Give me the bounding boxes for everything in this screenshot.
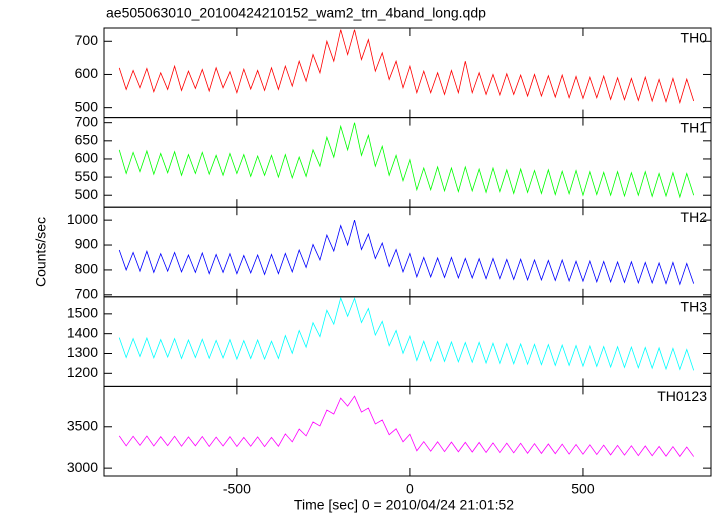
x-tick-label: -500	[223, 481, 251, 497]
panel-label: TH0	[681, 30, 708, 46]
y-tick-label: 800	[75, 261, 99, 277]
panel-frame	[103, 117, 712, 208]
panel-label: TH3	[681, 299, 708, 315]
panel-frame	[103, 206, 712, 298]
panel	[118, 220, 695, 286]
y-tick-label: 700	[75, 113, 99, 129]
x-tick-label: 0	[406, 481, 414, 497]
panel	[118, 122, 695, 199]
y-tick-label: 500	[75, 186, 99, 202]
x-tick-label: 500	[571, 481, 595, 497]
light-curve	[118, 296, 695, 371]
light-curve	[118, 122, 695, 199]
y-tick-label: 1400	[67, 324, 98, 340]
panel-label: TH2	[681, 209, 708, 225]
y-tick-label: 500	[75, 98, 99, 114]
y-tick-label: 700	[75, 32, 99, 48]
light-curve	[118, 29, 695, 105]
panel-label: TH1	[681, 119, 708, 135]
y-tick-label: 900	[75, 236, 99, 252]
light-curve	[118, 220, 695, 286]
x-axis-label: Time [sec] 0 = 2010/04/24 21:01:52	[294, 497, 514, 513]
y-tick-label: 1200	[67, 364, 98, 380]
y-tick-label: 700	[75, 286, 99, 302]
y-tick-label: 650	[75, 132, 99, 148]
y-tick-label: 3000	[67, 459, 98, 475]
y-axis-label: Counts/sec	[33, 217, 49, 287]
y-tick-label: 600	[75, 150, 99, 166]
panel	[118, 395, 695, 458]
panel	[118, 29, 695, 105]
y-tick-label: 3500	[67, 417, 98, 433]
panel-frame	[103, 385, 712, 477]
y-tick-label: 1300	[67, 344, 98, 360]
y-tick-label: 600	[75, 65, 99, 81]
y-tick-label: 550	[75, 168, 99, 184]
y-tick-label: 1000	[67, 211, 98, 227]
light-curve	[118, 395, 695, 458]
panel	[118, 296, 695, 371]
panel-label: TH0123	[657, 388, 707, 404]
y-tick-label: 1500	[67, 305, 98, 321]
chart-title: ae505063010_20100424210152_wam2_trn_4ban…	[106, 5, 486, 21]
